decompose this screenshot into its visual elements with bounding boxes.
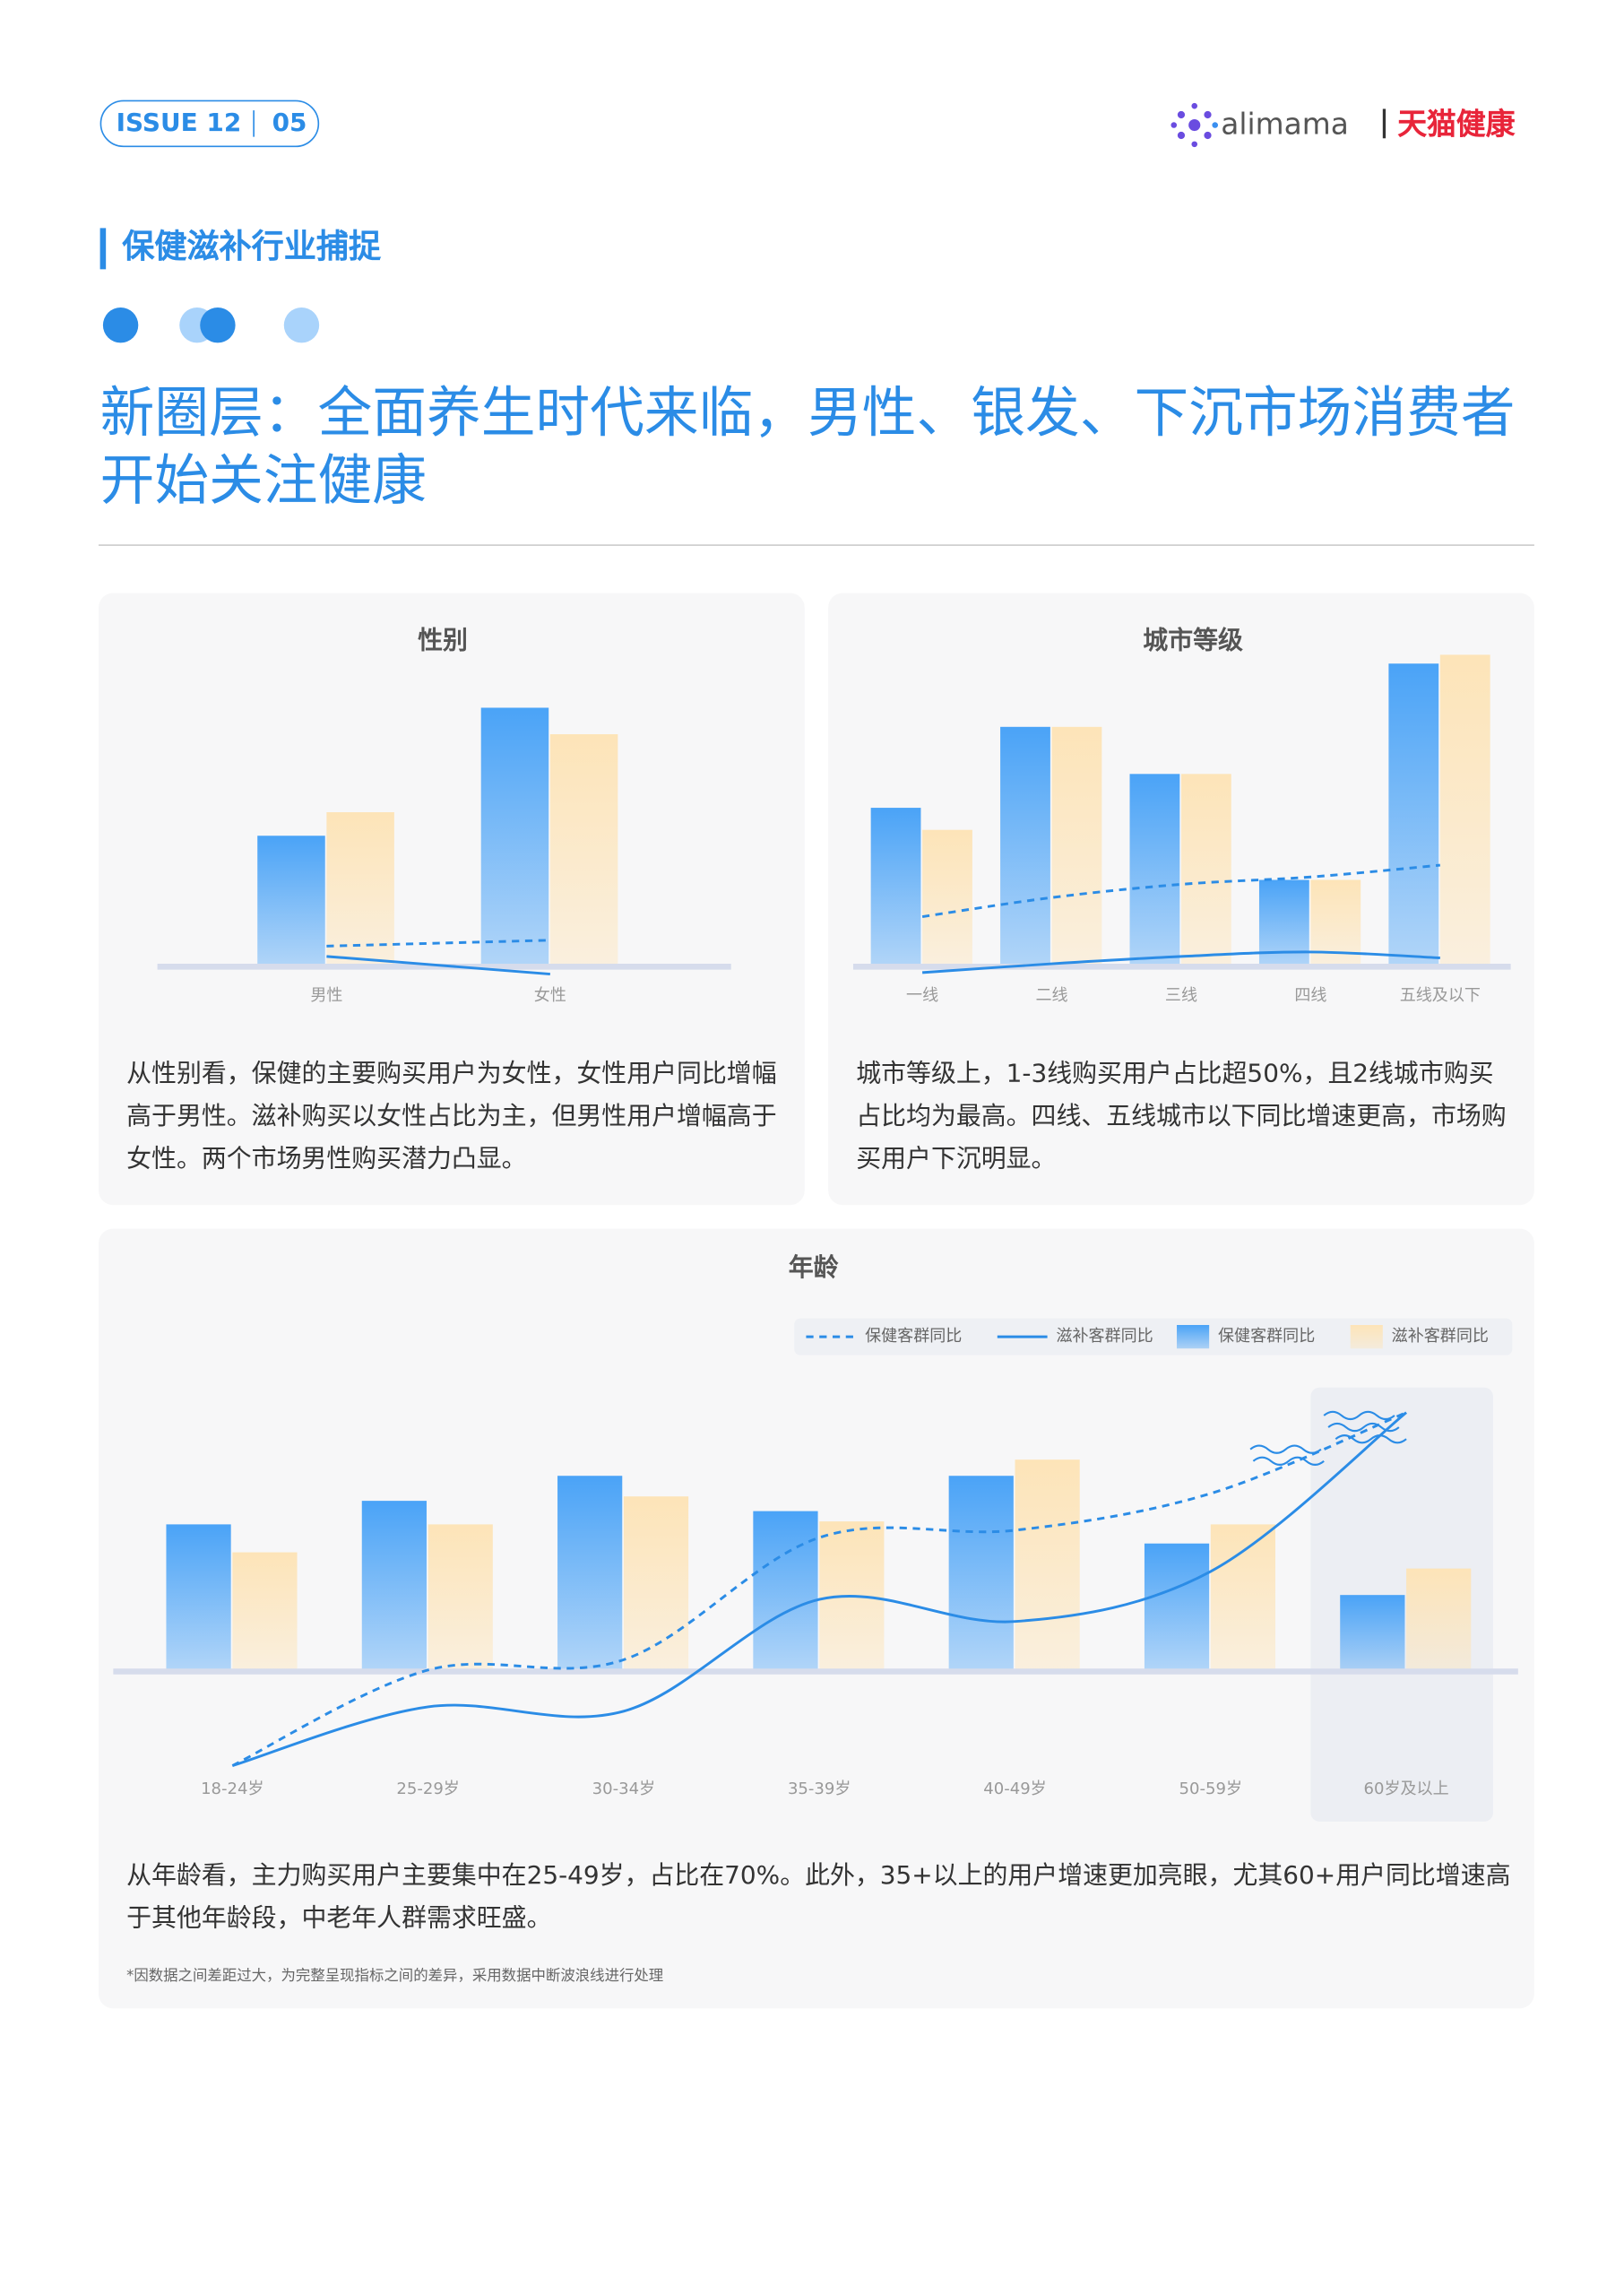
legend-label: 保健客群同比 — [865, 1327, 962, 1346]
page-title: 新圈层：全面养生时代来临，男性、银发、下沉市场消费者开始关注健康 — [99, 381, 1516, 513]
bar — [232, 1552, 298, 1672]
section-bar — [99, 228, 107, 270]
x-tick-label: 35-39岁 — [788, 1780, 851, 1798]
page-number: 05 — [272, 108, 307, 139]
bar — [1210, 1524, 1276, 1672]
logo-icon — [1170, 102, 1218, 148]
dot — [102, 307, 139, 343]
bar — [166, 1524, 231, 1672]
x-tick-label: 30-34岁 — [592, 1780, 656, 1798]
dashed-line — [231, 1411, 1407, 1767]
chart-title: 年龄 — [789, 1252, 839, 1282]
break-mark — [1335, 1434, 1407, 1444]
description: 从性别看，保健的主要购买用户为女性，女性用户同比增幅高于男性。滋补购买以女性占比… — [126, 1059, 777, 1174]
line — [231, 1411, 1408, 1767]
bar — [1000, 726, 1050, 967]
legend-box — [794, 1318, 1513, 1355]
bar — [948, 1476, 1014, 1672]
bar — [557, 1476, 623, 1672]
x-tick-label: 25-29岁 — [396, 1780, 460, 1798]
footnote: *因数据之间差距过大，为完整呈现指标之间的差异，采用数据中断波浪线进行处理 — [126, 1969, 664, 1986]
line — [326, 955, 550, 976]
x-tick-label: 60岁及以上 — [1364, 1780, 1449, 1798]
chart-title: 性别 — [418, 626, 468, 655]
break-mark — [1323, 1410, 1395, 1421]
x-tick-label: 五线及以下 — [1400, 986, 1481, 1005]
bar — [549, 734, 618, 967]
bar — [1129, 774, 1180, 967]
x-tick-label: 二线 — [1035, 986, 1067, 1005]
bar — [1388, 663, 1439, 967]
section-title: 保健滋补行业捕捉 — [122, 230, 382, 267]
legend-swatch — [1177, 1324, 1210, 1349]
bar — [361, 1501, 427, 1672]
bar — [1180, 774, 1231, 967]
bar — [1406, 1568, 1472, 1672]
break-mark — [1249, 1444, 1322, 1454]
x-tick-label: 18-24岁 — [201, 1780, 264, 1798]
card — [98, 593, 805, 1206]
brand-divider — [1382, 108, 1386, 139]
bar — [870, 808, 921, 967]
issue-pill: ISSUE 12 05 — [99, 100, 320, 148]
bar — [753, 1511, 818, 1672]
brand-sub: 天猫健康 — [1397, 106, 1516, 142]
brand: alimama — [1221, 106, 1349, 142]
legend-swatch — [1350, 1324, 1383, 1349]
x-tick-label: 男性 — [310, 986, 342, 1005]
legend-label: 滋补客群同比 — [1056, 1327, 1153, 1346]
legend-label: 保健客群同比 — [1218, 1327, 1315, 1346]
line — [921, 950, 1440, 974]
dashed-line — [326, 939, 550, 948]
x-tick-label: 一线 — [906, 986, 938, 1005]
dot — [200, 307, 236, 343]
x-tick-label: 三线 — [1165, 986, 1197, 1005]
chart-title: 城市等级 — [1143, 626, 1243, 655]
bar — [922, 829, 972, 967]
bar — [326, 811, 394, 967]
bar — [257, 836, 325, 967]
divider — [253, 110, 255, 137]
bar — [1439, 654, 1490, 967]
x-tick-label: 50-59岁 — [1179, 1780, 1242, 1798]
description: 城市等级上，1-3线购买用户占比超50%，且2线城市购买占比均为最高。四线、五线… — [856, 1059, 1507, 1174]
bar — [1015, 1459, 1080, 1672]
x-tick-label: 四线 — [1294, 986, 1326, 1005]
issue: ISSUE 12 — [116, 108, 242, 139]
bar — [1340, 1595, 1405, 1672]
rule — [98, 544, 1534, 546]
break-mark — [1252, 1456, 1325, 1466]
x-tick-label: 40-49岁 — [983, 1780, 1046, 1798]
bar — [623, 1496, 689, 1672]
legend-label: 滋补客群同比 — [1392, 1327, 1489, 1346]
bar — [428, 1524, 493, 1672]
dashed-line — [921, 863, 1440, 918]
break-mark — [1327, 1422, 1400, 1433]
description: 从年龄看，主力购买用户主要集中在25-49岁，占比在70%。此外，35+以上的用… — [126, 1861, 1511, 1934]
x-tick-label: 女性 — [534, 986, 566, 1005]
bar — [1144, 1543, 1210, 1672]
bar — [1051, 726, 1102, 967]
dot — [283, 307, 320, 343]
bar — [480, 707, 549, 967]
